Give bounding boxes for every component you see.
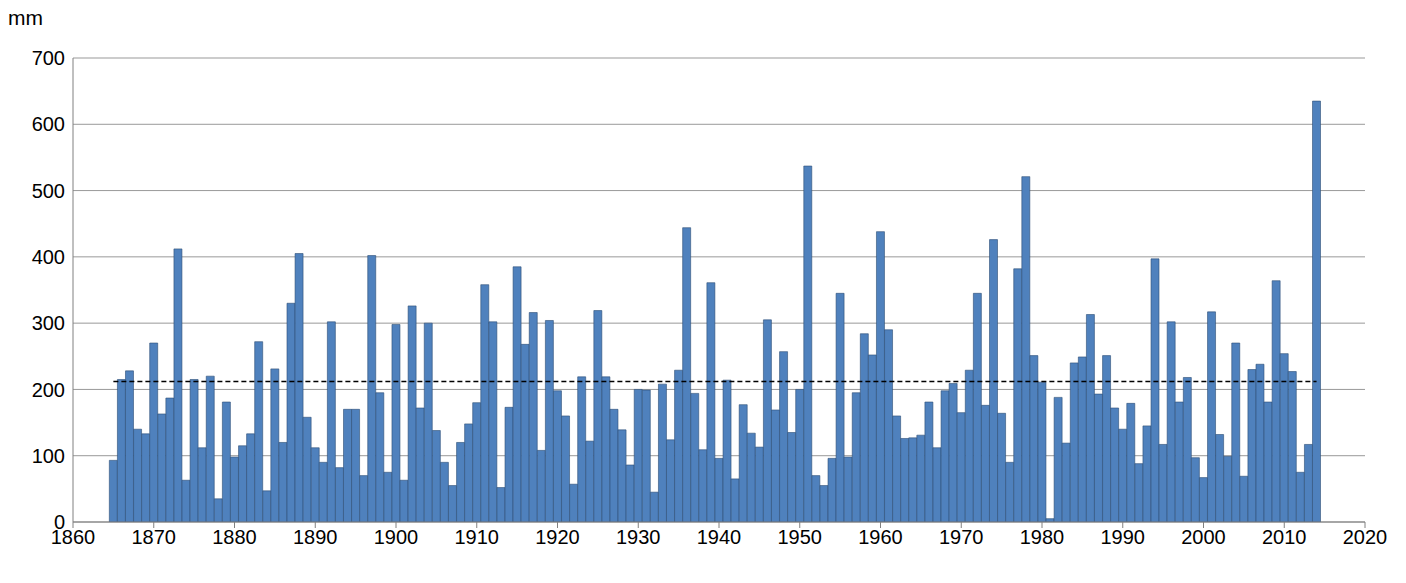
svg-text:500: 500: [32, 180, 65, 202]
svg-text:0: 0: [54, 511, 65, 533]
html-text:mm: mm: [8, 6, 43, 29]
svg-text:1910: 1910: [455, 526, 500, 548]
svg-text:1900: 1900: [374, 526, 419, 548]
svg-text:1890: 1890: [293, 526, 338, 548]
svg-text:400: 400: [32, 246, 65, 268]
svg-text:2020: 2020: [1343, 526, 1388, 548]
svg-text:1860: 1860: [50, 526, 96, 549]
svg-text:1880: 1880: [212, 526, 257, 548]
svg-text:1940: 1940: [697, 526, 742, 548]
svg-text:1980: 1980: [1020, 526, 1065, 548]
svg-text:700: 700: [32, 47, 65, 69]
svg-text:2010: 2010: [1262, 526, 1307, 548]
svg-text:300: 300: [32, 312, 65, 334]
svg-text:200: 200: [32, 379, 65, 401]
svg-text:1950: 1950: [778, 526, 823, 548]
svg-text:2000: 2000: [1181, 526, 1226, 548]
svg-text:1920: 1920: [535, 526, 580, 548]
svg-text:1930: 1930: [616, 526, 661, 548]
svg-text:100: 100: [32, 445, 65, 467]
svg-text:1870: 1870: [132, 526, 177, 548]
svg-text:1960: 1960: [858, 526, 903, 548]
svg-text:1970: 1970: [939, 526, 984, 548]
svg-text:600: 600: [32, 113, 65, 135]
svg-text:1990: 1990: [1101, 526, 1146, 548]
